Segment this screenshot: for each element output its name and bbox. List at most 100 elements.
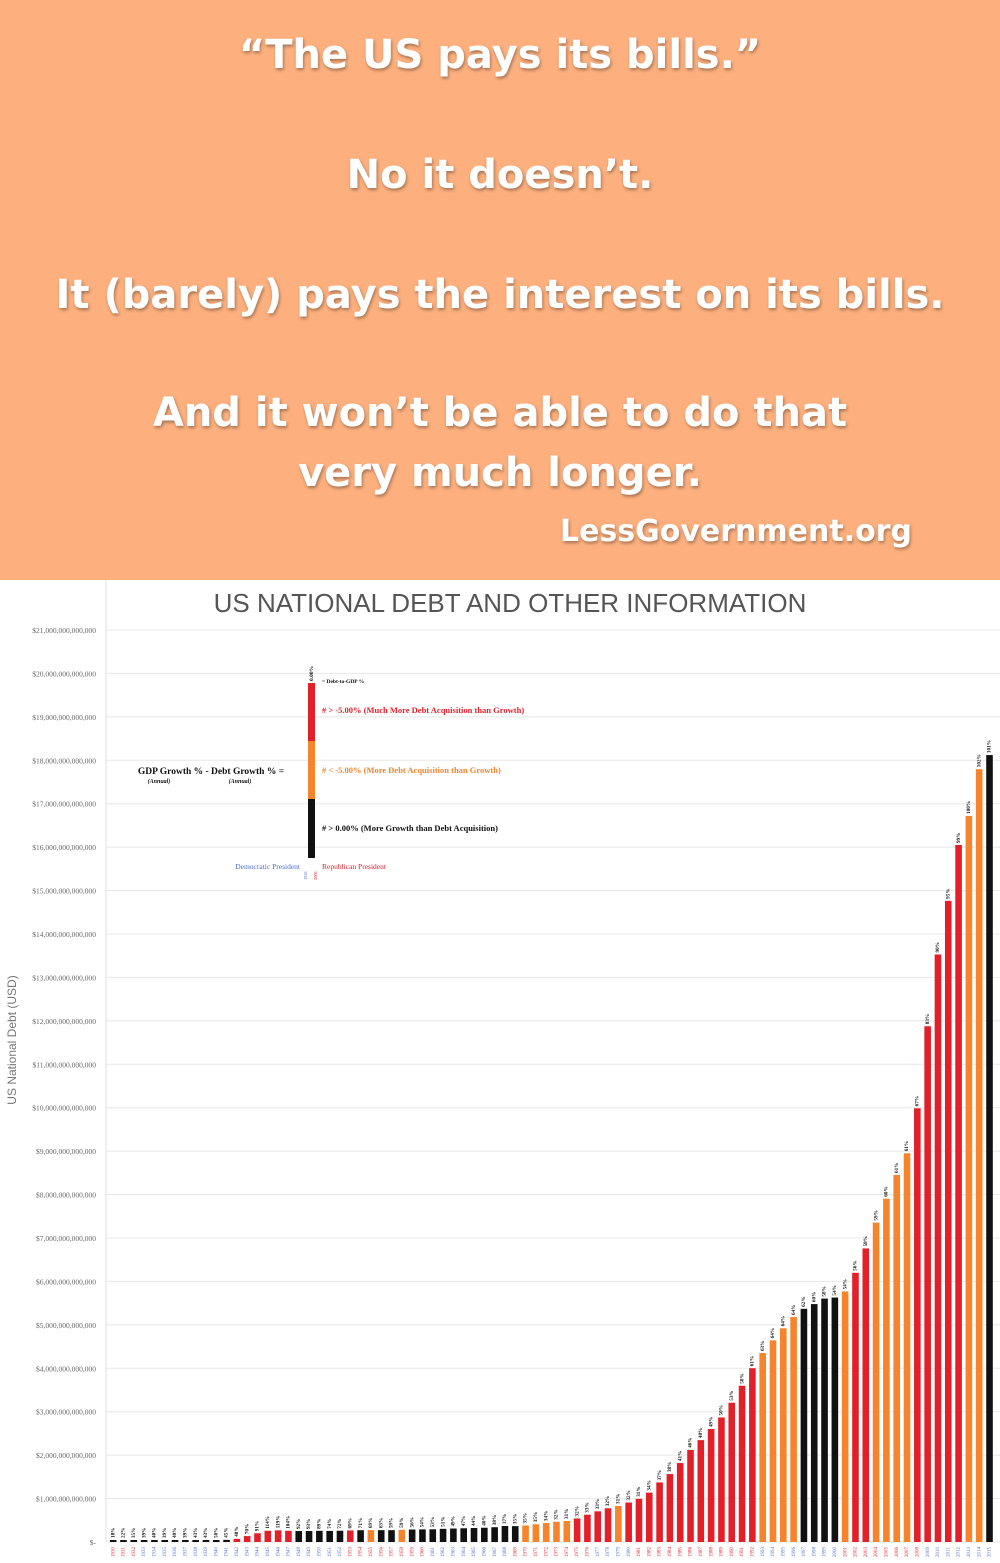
x-tick-label: 1991 xyxy=(740,1547,745,1558)
x-tick-label: 1974 xyxy=(565,1547,570,1558)
bar-label: 47% xyxy=(461,1516,467,1526)
bar xyxy=(326,1530,333,1542)
bar xyxy=(718,1417,725,1542)
bar xyxy=(749,1368,756,1542)
bar-label: 102% xyxy=(976,754,982,767)
legend-debt-to-gdp: = Debt-to-GDP % xyxy=(322,679,364,685)
x-tick-label: 1942 xyxy=(235,1547,240,1558)
bar xyxy=(780,1328,787,1542)
bar xyxy=(883,1198,890,1542)
x-tick-label: 1976 xyxy=(586,1547,591,1558)
bar-label: 104% xyxy=(286,1516,292,1529)
bar-label: 38% xyxy=(492,1515,498,1525)
x-tick-label: 1956 xyxy=(379,1547,384,1558)
bar-label: 59% xyxy=(399,1517,405,1527)
bar xyxy=(388,1530,395,1542)
bar-label: 58% xyxy=(822,1286,828,1296)
x-tick-label: 1938 xyxy=(194,1547,199,1558)
x-tick-label: 2014 xyxy=(977,1547,982,1558)
bar-label: 48% xyxy=(698,1428,704,1438)
x-tick-label: 1930 xyxy=(111,1547,116,1558)
bar-label: 53% xyxy=(729,1390,735,1400)
bars xyxy=(109,755,993,1542)
bar xyxy=(316,1530,323,1542)
bar-label: 61% xyxy=(904,1141,910,1151)
bar xyxy=(357,1530,364,1542)
x-tick-label: 1961 xyxy=(431,1547,436,1558)
x-tick-label: 1999 xyxy=(823,1547,828,1558)
gridlines xyxy=(105,580,1000,1543)
bar xyxy=(481,1527,488,1542)
x-tick-label: 2006 xyxy=(895,1547,900,1558)
bar xyxy=(450,1528,457,1542)
bar-label: 32% xyxy=(554,1509,560,1519)
bar-label: 18% xyxy=(110,1528,116,1538)
bar xyxy=(769,1340,777,1542)
bar xyxy=(346,1530,354,1542)
bar xyxy=(790,1316,797,1542)
bar-label: 38% xyxy=(667,1462,673,1472)
bar xyxy=(676,1463,684,1542)
x-tick-label: 1959 xyxy=(410,1547,415,1558)
bar xyxy=(470,1528,478,1542)
bar xyxy=(274,1530,282,1542)
x-tick-label: 1987 xyxy=(699,1547,704,1558)
bar-label: 31% xyxy=(564,1509,570,1519)
bar-label: 33% xyxy=(595,1499,601,1509)
bar-label: 63% xyxy=(760,1341,766,1351)
bar-label: 43% xyxy=(203,1528,209,1538)
bar-label: 34% xyxy=(543,1511,549,1521)
bar-label: 59% xyxy=(389,1518,395,1528)
bar-label: 71% xyxy=(358,1518,364,1528)
x-tick-label: 1960 xyxy=(421,1547,426,1558)
legend-rep-year: 2001 xyxy=(313,871,318,880)
x-tick-label: 1973 xyxy=(555,1547,560,1558)
x-tick-label: 1968 xyxy=(503,1547,508,1558)
bar-label: 74% xyxy=(327,1519,333,1529)
bar-label: 114% xyxy=(265,1516,271,1529)
bar-label: 58% xyxy=(863,1236,869,1246)
bar-label: 39% xyxy=(183,1528,189,1538)
x-tick-label: 1975 xyxy=(575,1547,580,1558)
y-tick-label: $13,000,000,000,000 xyxy=(32,973,96,982)
bar-label: 37% xyxy=(657,1470,663,1480)
x-tick-label: 1970 xyxy=(524,1547,529,1558)
bar xyxy=(656,1482,663,1542)
headline-interest: It (barely) pays the interest on its bil… xyxy=(55,272,945,318)
bar-label: 56% xyxy=(853,1260,859,1270)
x-tick-label: 1953 xyxy=(348,1547,353,1558)
x-tick-label: 2000 xyxy=(833,1547,838,1558)
bar-label: 46% xyxy=(688,1438,694,1448)
bar xyxy=(161,1540,169,1542)
bar-label: 54% xyxy=(420,1517,426,1527)
y-tick-label: $8,000,000,000,000 xyxy=(36,1191,96,1200)
y-tick-label: $3,000,000,000,000 xyxy=(36,1408,96,1417)
x-tick-label: 1993 xyxy=(761,1547,766,1558)
bar-label: 48% xyxy=(234,1526,240,1536)
bar xyxy=(759,1353,766,1542)
bar xyxy=(120,1540,127,1542)
bar-label: 22% xyxy=(121,1528,127,1538)
x-tick-label: 1972 xyxy=(544,1547,549,1558)
x-tick-label: 1936 xyxy=(173,1547,178,1558)
bar-label: 63% xyxy=(378,1518,384,1528)
bar xyxy=(491,1527,498,1542)
x-tick-label: 1981 xyxy=(637,1547,642,1558)
bar xyxy=(738,1385,746,1542)
legend-black: # > 0.00% (More Growth than Debt Acquisi… xyxy=(322,823,498,833)
bar xyxy=(573,1518,581,1542)
bar xyxy=(522,1525,529,1542)
x-axis-ticks: 1930 1931 1932 1933 1934 1935 1936 1937 1938 1939… xyxy=(111,1547,992,1558)
bar-label: 32% xyxy=(626,1490,632,1500)
x-tick-label: 1986 xyxy=(689,1547,694,1558)
bar-label: 40% xyxy=(172,1528,178,1538)
bar-label: 31% xyxy=(636,1486,642,1496)
x-tick-label: 1989 xyxy=(720,1547,725,1558)
bar xyxy=(687,1449,694,1542)
bar-label: 59% xyxy=(873,1210,879,1220)
bar xyxy=(542,1523,550,1542)
y-tick-label: $11,000,000,000,000 xyxy=(33,1060,97,1069)
headline-quote: “The US pays its bills.” xyxy=(238,32,762,78)
bar-label: 100% xyxy=(966,801,972,814)
x-tick-label: 1983 xyxy=(658,1547,663,1558)
